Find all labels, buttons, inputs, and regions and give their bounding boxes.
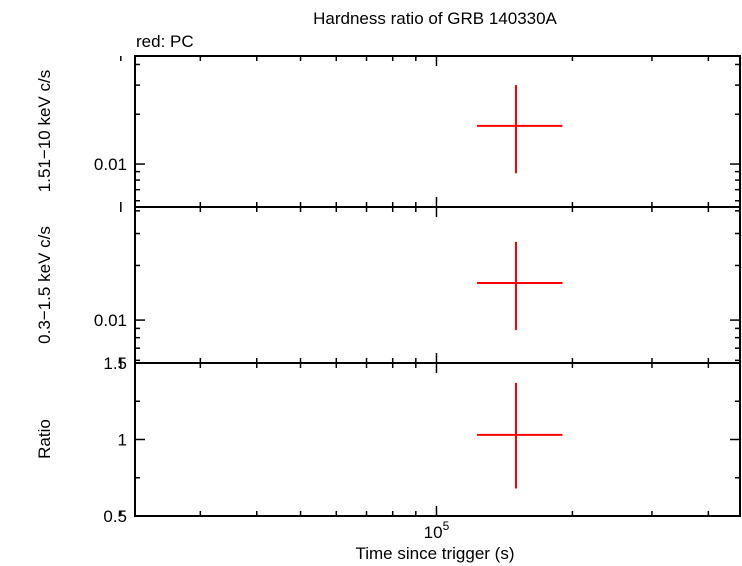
panel-bottom: 0.5 1 1.5 Ratio 105 — [35, 354, 741, 542]
panel-middle: 0.01 0.3−1.5 keV c/s — [35, 206, 741, 364]
legend-text: red: PC — [136, 32, 194, 51]
y-tick-label: 0.01 — [94, 311, 127, 330]
y-tick-label: 1 — [118, 431, 127, 450]
y-axis-label-middle: 0.3−1.5 keV c/s — [35, 226, 54, 344]
y-axis-label-top: 1.51−10 keV c/s — [35, 70, 54, 192]
panel-top: 0.01 1.51−10 keV c/s — [35, 55, 741, 208]
x-axis-label: Time since trigger (s) — [355, 544, 514, 563]
y-tick-label: 1.5 — [103, 354, 127, 373]
y-tick-label: 0.5 — [103, 507, 127, 526]
chart-title: Hardness ratio of GRB 140330A — [313, 9, 557, 28]
panel-frame — [134, 362, 741, 517]
data-point — [477, 85, 563, 174]
panel-frame — [134, 206, 741, 364]
panel-frame — [134, 55, 741, 208]
y-axis-label-bottom: Ratio — [35, 419, 54, 459]
data-point — [477, 241, 563, 331]
data-point — [477, 382, 563, 489]
y-tick-label: 0.01 — [94, 155, 127, 174]
x-tick-label: 105 — [424, 519, 450, 542]
